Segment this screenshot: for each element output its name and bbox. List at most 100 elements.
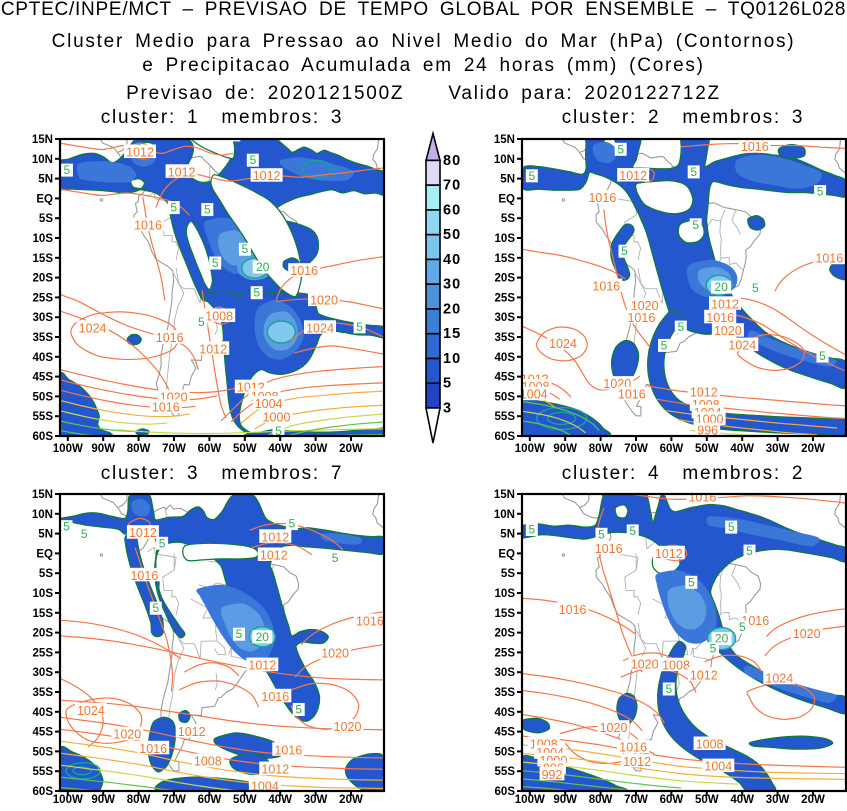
svg-text:1012: 1012 — [623, 755, 651, 769]
svg-text:45S: 45S — [494, 371, 515, 383]
svg-text:1016: 1016 — [740, 140, 768, 154]
svg-text:5: 5 — [598, 527, 605, 541]
svg-text:30S: 30S — [494, 312, 515, 324]
svg-text:40S: 40S — [33, 351, 54, 363]
svg-text:80W: 80W — [127, 443, 151, 455]
svg-text:30: 30 — [443, 277, 461, 293]
svg-text:80W: 80W — [588, 794, 612, 806]
svg-text:50S: 50S — [494, 391, 515, 403]
svg-text:5: 5 — [819, 349, 826, 363]
svg-text:35S: 35S — [33, 687, 54, 699]
svg-text:1016: 1016 — [706, 310, 734, 324]
svg-text:1012: 1012 — [126, 145, 154, 159]
svg-text:80: 80 — [443, 153, 461, 169]
svg-text:1012: 1012 — [178, 725, 206, 739]
svg-text:25S: 25S — [494, 292, 515, 304]
svg-text:15N: 15N — [32, 134, 53, 146]
svg-text:1016: 1016 — [134, 218, 162, 232]
svg-text:10N: 10N — [32, 153, 53, 165]
svg-text:5: 5 — [443, 376, 452, 392]
svg-text:60S: 60S — [33, 431, 54, 443]
svg-text:45S: 45S — [494, 727, 515, 739]
svg-text:1016: 1016 — [592, 279, 620, 293]
svg-text:35S: 35S — [494, 332, 515, 344]
svg-text:20: 20 — [714, 632, 728, 646]
svg-text:5: 5 — [275, 423, 282, 437]
svg-text:10S: 10S — [33, 233, 54, 245]
svg-text:1012: 1012 — [619, 169, 647, 183]
svg-text:20S: 20S — [33, 628, 54, 640]
svg-text:5: 5 — [692, 217, 699, 231]
svg-text:5: 5 — [289, 517, 296, 531]
svg-text:30W: 30W — [765, 443, 789, 455]
svg-text:60S: 60S — [494, 786, 515, 798]
svg-text:1008: 1008 — [662, 659, 690, 673]
svg-text:40S: 40S — [494, 351, 515, 363]
svg-text:EQ: EQ — [36, 193, 53, 205]
svg-text:5: 5 — [198, 315, 205, 329]
svg-text:1012: 1012 — [168, 165, 196, 179]
svg-text:15S: 15S — [33, 608, 54, 620]
svg-text:70W: 70W — [162, 443, 186, 455]
svg-text:45S: 45S — [33, 727, 54, 739]
svg-text:996: 996 — [697, 423, 718, 437]
svg-text:5: 5 — [236, 627, 243, 641]
svg-text:20W: 20W — [339, 443, 363, 455]
svg-text:55S: 55S — [33, 766, 54, 778]
svg-text:5: 5 — [295, 703, 302, 717]
svg-text:100W: 100W — [514, 443, 544, 455]
svg-text:5N: 5N — [500, 529, 515, 541]
svg-text:20: 20 — [443, 301, 461, 317]
svg-text:1000: 1000 — [263, 410, 291, 424]
svg-text:1008: 1008 — [205, 309, 233, 323]
svg-text:40W: 40W — [730, 794, 754, 806]
svg-text:15S: 15S — [494, 608, 515, 620]
svg-text:15S: 15S — [494, 252, 515, 264]
svg-text:1020: 1020 — [630, 298, 658, 312]
svg-text:30W: 30W — [304, 794, 328, 806]
svg-text:1016: 1016 — [290, 264, 318, 278]
svg-text:5: 5 — [152, 601, 159, 615]
svg-text:1020: 1020 — [334, 720, 362, 734]
svg-text:30W: 30W — [304, 443, 328, 455]
svg-text:5: 5 — [528, 523, 535, 537]
svg-text:10S: 10S — [494, 588, 515, 600]
svg-text:100W: 100W — [514, 794, 544, 806]
svg-text:30W: 30W — [765, 794, 789, 806]
svg-text:40S: 40S — [33, 707, 54, 719]
svg-text:20W: 20W — [801, 794, 825, 806]
svg-text:5: 5 — [727, 520, 734, 534]
svg-text:EQ: EQ — [36, 548, 53, 560]
svg-text:20W: 20W — [339, 794, 363, 806]
svg-text:1024: 1024 — [77, 704, 105, 718]
svg-text:15N: 15N — [493, 489, 514, 501]
svg-text:35S: 35S — [494, 687, 515, 699]
svg-text:40: 40 — [443, 252, 461, 268]
svg-text:80W: 80W — [127, 794, 151, 806]
svg-text:20: 20 — [714, 280, 728, 294]
svg-text:1012: 1012 — [261, 763, 289, 777]
svg-text:5: 5 — [687, 575, 694, 589]
svg-text:50S: 50S — [33, 746, 54, 758]
svg-text:5: 5 — [621, 244, 628, 258]
svg-text:10N: 10N — [32, 509, 53, 521]
svg-text:20: 20 — [256, 260, 270, 274]
svg-text:90W: 90W — [553, 794, 577, 806]
svg-text:1012: 1012 — [129, 526, 157, 540]
svg-text:100W: 100W — [53, 794, 83, 806]
svg-text:70W: 70W — [624, 794, 648, 806]
svg-text:40W: 40W — [268, 794, 292, 806]
svg-text:20: 20 — [256, 630, 270, 644]
svg-text:5N: 5N — [38, 173, 53, 185]
svg-text:1004: 1004 — [255, 396, 283, 410]
svg-text:1016: 1016 — [558, 603, 586, 617]
svg-text:1024: 1024 — [765, 672, 793, 686]
svg-text:50W: 50W — [233, 443, 257, 455]
svg-text:5: 5 — [249, 153, 256, 167]
svg-text:1016: 1016 — [152, 400, 180, 414]
svg-text:60S: 60S — [494, 431, 515, 443]
svg-text:55S: 55S — [494, 411, 515, 423]
svg-text:90W: 90W — [91, 443, 115, 455]
svg-text:1016: 1016 — [210, 131, 238, 143]
svg-text:20S: 20S — [33, 272, 54, 284]
